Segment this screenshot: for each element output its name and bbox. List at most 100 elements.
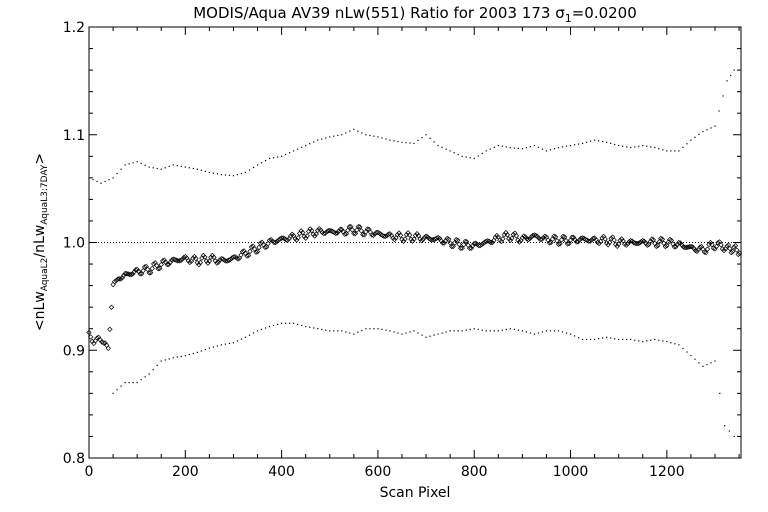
data-point-diamond [606,239,613,246]
data-point-dot [357,130,359,132]
data-point-diamond [599,235,605,241]
data-point-diamond [464,239,470,245]
data-point-dot [622,338,624,341]
data-point-diamond [337,226,343,233]
data-point-dot [369,134,371,137]
x-axis-title: Scan Pixel [380,485,451,501]
data-point-dot [433,334,435,336]
data-point-dot [389,330,391,332]
data-point-dot [409,331,411,333]
data-point-dot [272,157,275,159]
data-point-dot [501,145,503,147]
data-point-diamond [608,235,614,242]
data-point-dot [180,355,182,357]
data-point-dot [369,328,371,330]
data-point-diamond [659,236,666,242]
data-point-diamond [206,258,213,264]
data-point-dot [405,332,407,334]
data-point-diamond [196,261,202,268]
data-point-dot [733,69,735,71]
data-point-diamond [397,232,404,238]
data-point-diamond [360,231,366,238]
data-point-dot [285,153,287,156]
data-point-dot [124,164,126,166]
data-point-dot [132,381,134,384]
data-point-diamond [187,259,193,266]
data-point-dot [172,357,174,359]
data-point-diamond [406,232,413,238]
data-point-dot [321,328,323,331]
data-point-diamond [223,258,229,264]
chart-title-main: MODIS/Aqua AV39 nLw(551) Ratio for 2003 … [193,4,555,22]
data-point-dot [164,359,166,361]
data-point-diamond [462,238,468,245]
data-point-diamond [293,237,300,243]
data-point-dot [305,325,307,328]
data-point-diamond [579,235,586,241]
data-point-dot [441,146,443,148]
data-point-diamond [704,246,711,252]
data-point-dot [594,338,596,341]
data-point-diamond [558,237,565,243]
data-point-dot [573,144,576,146]
data-point-diamond [602,236,608,242]
x-tick-label: 1200 [649,464,685,480]
data-point-dot [381,328,383,331]
data-point-diamond [111,278,118,285]
data-point-diamond [420,236,426,243]
data-point-dot [610,337,612,339]
data-point-diamond [345,227,351,234]
data-point-diamond [479,241,485,248]
data-point-diamond [275,237,282,243]
data-point-dot [666,341,668,343]
data-point-diamond [467,245,473,251]
data-point-diamond [302,235,309,241]
data-point-dot [485,330,487,332]
data-point-diamond [340,229,347,235]
data-point-dot [365,134,367,136]
data-point-diamond [312,233,318,239]
data-point-dot [469,157,471,159]
data-point-diamond [87,334,94,340]
data-point-diamond [438,238,444,244]
data-point-dot [537,332,540,334]
data-point-dot [642,144,644,147]
data-point-dot [289,322,291,324]
data-point-dot [465,156,467,158]
data-point-diamond [513,233,520,239]
data-point-dot [545,150,548,152]
data-point-dot [433,141,435,143]
data-point-dot [277,323,279,325]
data-point-diamond [144,266,151,273]
data-point-diamond [321,231,327,237]
data-point-dot [525,147,527,149]
data-point-dot [365,328,367,330]
data-point-diamond [454,237,461,243]
data-point-dot [565,145,568,147]
data-point-diamond [664,243,670,249]
data-point-dot [184,355,186,357]
data-point-dot [357,331,359,333]
data-point-dot [638,145,640,147]
data-point-diamond [488,239,494,246]
data-point-dot [393,331,395,333]
data-point-diamond [354,227,360,233]
data-point-dot [429,137,431,139]
data-point-dot [654,338,656,341]
data-point-dot [180,165,182,167]
data-point-dot [513,328,515,331]
data-point-diamond [701,249,708,255]
data-point-dot [349,332,351,334]
data-point-dot [493,146,495,148]
data-point-diamond [181,254,187,261]
data-point-dot [698,133,700,135]
data-point-diamond [667,236,673,243]
data-point-dot [140,379,142,381]
data-point-dot [281,155,283,157]
data-point-dot [260,162,263,164]
data-point-dot [148,373,150,375]
data-point-diamond [245,252,252,259]
data-point-diamond [339,226,345,233]
data-point-diamond [685,244,691,250]
data-point-dot [377,136,379,138]
